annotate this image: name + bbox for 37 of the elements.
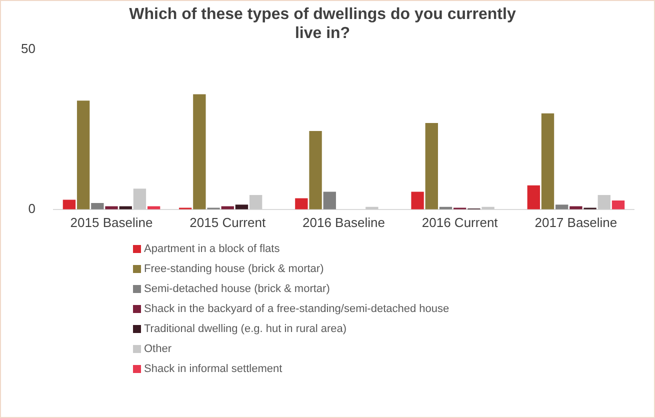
bar bbox=[411, 192, 424, 210]
bar bbox=[249, 195, 262, 210]
bar bbox=[598, 195, 610, 210]
bar bbox=[235, 204, 248, 210]
y-tick-label: 0 bbox=[28, 200, 36, 216]
chart-title: Which of these types of dwellings do you currently live in? bbox=[129, 6, 516, 42]
bar bbox=[91, 203, 104, 210]
bar bbox=[425, 123, 438, 210]
bar bbox=[193, 94, 206, 210]
bar bbox=[570, 206, 582, 210]
bar bbox=[309, 131, 322, 210]
bar bbox=[76, 100, 90, 210]
legend-label: Semi-detached house (brick & mortar) bbox=[144, 282, 330, 297]
legend-label: Other bbox=[144, 342, 172, 357]
legend-label: Free-standing house (brick & mortar) bbox=[144, 262, 324, 277]
bar bbox=[612, 200, 625, 210]
x-tick-label: 2015 Baseline bbox=[70, 214, 153, 230]
legend-label: Apartment in a block of flats bbox=[144, 242, 280, 257]
bar bbox=[556, 204, 568, 210]
bar bbox=[119, 206, 132, 210]
bar bbox=[105, 206, 118, 210]
bar bbox=[541, 113, 554, 210]
y-tick-label: 50 bbox=[20, 40, 36, 56]
x-tick-label: 2016 Current bbox=[422, 214, 498, 230]
bar bbox=[323, 192, 336, 210]
bar bbox=[147, 206, 160, 210]
x-tick-label: 2016 Baseline bbox=[302, 214, 385, 230]
x-tick-label: 2015 Current bbox=[190, 214, 266, 230]
bar bbox=[527, 185, 540, 210]
bar bbox=[133, 188, 146, 210]
legend-label: Traditional dwelling (e.g. hut in rural area) bbox=[144, 322, 347, 337]
legend-label: Shack in the backyard of a free-standing/semi-detached house bbox=[144, 302, 450, 317]
bar bbox=[62, 200, 76, 210]
legend-label: Shack in informal settlement bbox=[144, 362, 282, 377]
bar bbox=[295, 198, 308, 210]
bar bbox=[221, 206, 234, 210]
x-tick-label: 2017 Baseline bbox=[534, 214, 618, 230]
